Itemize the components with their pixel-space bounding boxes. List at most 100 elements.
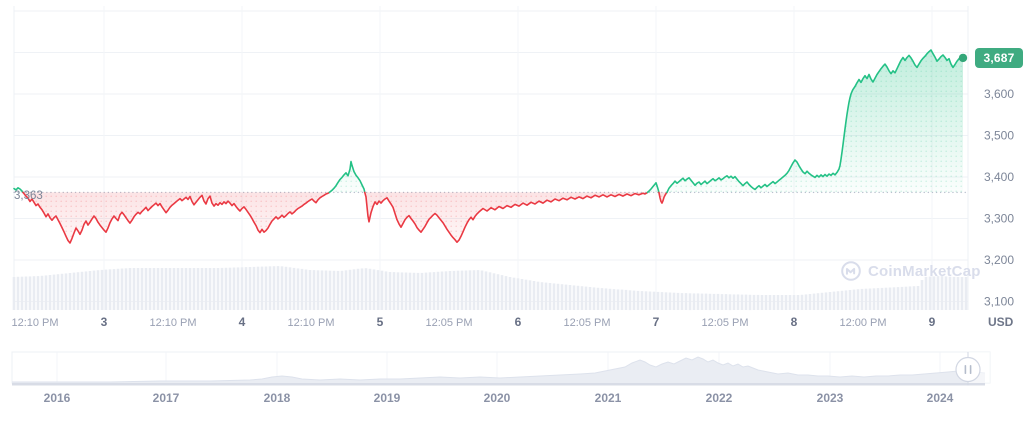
volume-bar — [132, 268, 136, 310]
range-handle[interactable] — [955, 352, 981, 386]
volume-bar — [112, 269, 116, 310]
y-tick-label: 3,500 — [984, 129, 1014, 143]
volume-bar — [700, 293, 704, 310]
volume-bar — [732, 294, 736, 310]
volume-bar — [96, 270, 100, 310]
price-line-segment — [364, 191, 649, 243]
volume-bar — [24, 276, 28, 310]
volume-bar — [576, 285, 580, 310]
volume-bar — [844, 290, 848, 310]
volume-bar — [492, 273, 496, 310]
volume-bar — [456, 270, 460, 310]
volume-bar — [468, 270, 472, 310]
volume-bar — [540, 282, 544, 310]
volume-bar — [832, 291, 836, 310]
volume-bar — [904, 286, 908, 310]
volume-bar — [588, 287, 592, 310]
volume-bar — [292, 267, 296, 310]
volume-bar — [44, 275, 48, 310]
volume-bar — [360, 268, 364, 310]
volume-bar — [100, 269, 104, 310]
volume-bar — [820, 292, 824, 310]
volume-bar — [812, 293, 816, 310]
volume-bar — [412, 272, 416, 310]
volume-bar — [676, 292, 680, 310]
volume-bar — [556, 283, 560, 310]
volume-bar — [892, 287, 896, 310]
volume-bar — [908, 286, 912, 310]
volume-bar — [852, 289, 856, 310]
volume-bar — [396, 272, 400, 310]
volume-bar — [208, 268, 212, 310]
volume-bar — [924, 276, 928, 310]
volume-bar — [856, 289, 860, 310]
x-tick-label: 12:05 PM — [563, 317, 610, 329]
volume-bar — [720, 294, 724, 310]
volume-bar — [356, 268, 360, 310]
price-area-dots — [23, 192, 330, 243]
volume-bar — [124, 268, 128, 310]
volume-bar — [268, 266, 272, 310]
volume-bar — [384, 271, 388, 310]
volume-bar — [152, 268, 156, 310]
volume-bar — [544, 282, 548, 310]
volume-bar — [704, 293, 708, 310]
volume-bar — [668, 292, 672, 310]
volume-bar — [784, 295, 788, 310]
volume-bar — [224, 267, 228, 310]
last-price-badge: 3,687 — [975, 48, 1023, 68]
volume-bar — [36, 276, 40, 310]
x-tick-label: 5 — [377, 315, 384, 329]
volume-bar — [944, 276, 948, 310]
volume-bar — [116, 268, 120, 310]
volume-bar — [400, 272, 404, 310]
price-line-segment — [22, 191, 331, 244]
volume-bar — [108, 269, 112, 310]
volume-bar — [380, 270, 384, 310]
selector-year-label: 2017 — [153, 391, 180, 405]
volume-bar — [440, 271, 444, 310]
volume-bar — [500, 275, 504, 310]
y-tick-label: 3,400 — [984, 170, 1014, 184]
volume-bar — [336, 270, 340, 310]
volume-bar — [220, 267, 224, 310]
volume-bar — [664, 292, 668, 310]
volume-bar — [340, 270, 344, 310]
currency-unit-label: USD — [988, 315, 1014, 329]
volume-bars — [12, 266, 968, 311]
volume-bar — [160, 268, 164, 310]
volume-bar — [404, 272, 408, 310]
range-handle-circle[interactable] — [955, 356, 981, 383]
volume-bar — [416, 272, 420, 310]
volume-bar — [84, 271, 88, 310]
volume-bar — [616, 289, 620, 310]
x-tick-label: 8 — [791, 315, 798, 329]
volume-bar — [548, 283, 552, 310]
volume-bar — [276, 266, 280, 310]
open-price-label: 3,363 — [14, 190, 43, 202]
volume-bar — [580, 286, 584, 310]
volume-bar — [640, 291, 644, 310]
volume-bar — [428, 272, 432, 310]
volume-bar — [328, 270, 332, 310]
y-tick-label: 3,200 — [984, 253, 1014, 267]
volume-bar — [680, 293, 684, 310]
volume-bar — [696, 293, 700, 310]
volume-bar — [40, 275, 44, 310]
volume-bar — [104, 269, 108, 310]
handle-grip-icon — [969, 365, 972, 374]
price-area-dots — [667, 50, 963, 193]
volume-bar — [52, 274, 56, 310]
volume-bar — [796, 295, 800, 310]
volume-bar — [584, 286, 588, 310]
volume-bar — [192, 268, 196, 310]
price-line-segment — [646, 182, 660, 194]
volume-bar — [760, 295, 764, 310]
last-price-value: 3,687 — [983, 51, 1015, 65]
volume-bar — [264, 266, 268, 310]
volume-bar — [724, 294, 728, 310]
volume-bar — [376, 270, 380, 310]
volume-bar — [372, 269, 376, 310]
volume-bar — [692, 293, 696, 310]
